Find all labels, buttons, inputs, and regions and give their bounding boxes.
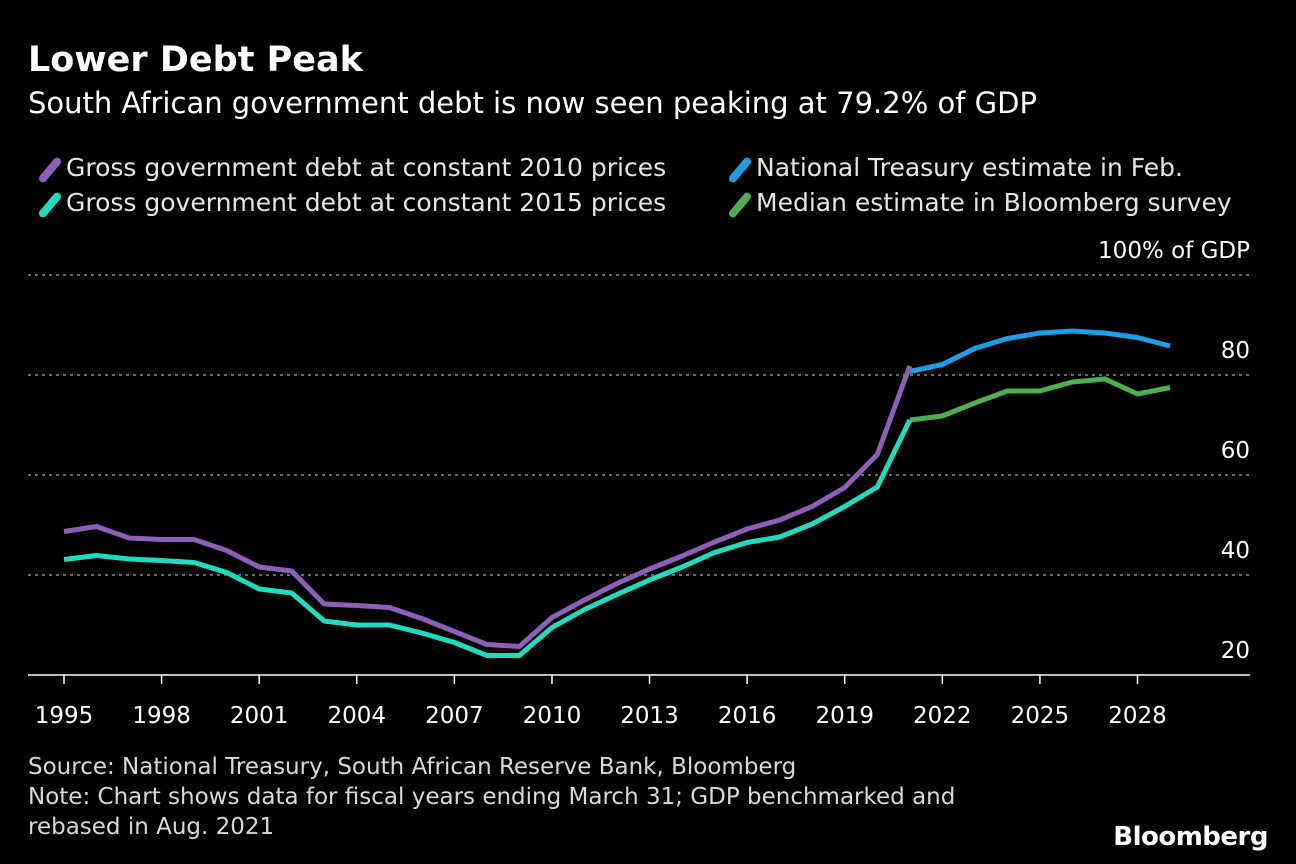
y-tick-label-20: 20	[1221, 638, 1250, 664]
x-tick-label-2019: 2019	[815, 703, 874, 729]
x-tick-label-1995: 1995	[35, 703, 94, 729]
series-line-treasury-estimate	[909, 328, 1171, 374]
x-tick-label-2013: 2013	[620, 703, 679, 729]
x-tick-label-2004: 2004	[327, 703, 386, 729]
y-tick-label-40: 40	[1221, 538, 1250, 564]
x-tick-label-2001: 2001	[230, 703, 289, 729]
y-tick-label-80: 80	[1221, 338, 1250, 364]
series-line-2015-prices	[63, 418, 913, 658]
series-line-2010-prices	[63, 365, 913, 649]
x-tick-label-2010: 2010	[523, 703, 582, 729]
legend: Gross government debt at constant 2010 p…	[0, 148, 1296, 228]
bloomberg-logo: Bloomberg	[1113, 822, 1268, 852]
methodology-note-line-1: Note: Chart shows data for fiscal years …	[28, 784, 956, 810]
x-tick-label-1998: 1998	[132, 703, 191, 729]
legend-label-2015: Gross government debt at constant 2015 p…	[66, 188, 667, 217]
legend-label-bloomberg: Median estimate in Bloomberg survey	[756, 188, 1232, 217]
x-tick-label-2007: 2007	[425, 703, 484, 729]
legend-label-2010: Gross government debt at constant 2010 p…	[66, 153, 667, 182]
source-note: Source: National Treasury, South African…	[28, 754, 797, 780]
x-tick-label-2022: 2022	[913, 703, 972, 729]
chart-title: Lower Debt Peak	[28, 40, 363, 80]
methodology-note-line-2: rebased in Aug. 2021	[28, 814, 275, 840]
series-line-bloomberg-median	[909, 376, 1171, 423]
chart-subtitle: South African government debt is now see…	[28, 86, 1037, 120]
footer: Source: National Treasury, South African…	[28, 752, 955, 842]
y-tick-label-60: 60	[1221, 438, 1250, 464]
y-tick-label-100: 100% of GDP	[1098, 238, 1250, 264]
legend-label-treasury: National Treasury estimate in Feb.	[756, 153, 1183, 182]
x-tick-label-2028: 2028	[1108, 703, 1167, 729]
x-tick-label-2025: 2025	[1011, 703, 1070, 729]
x-tick-label-2016: 2016	[718, 703, 777, 729]
